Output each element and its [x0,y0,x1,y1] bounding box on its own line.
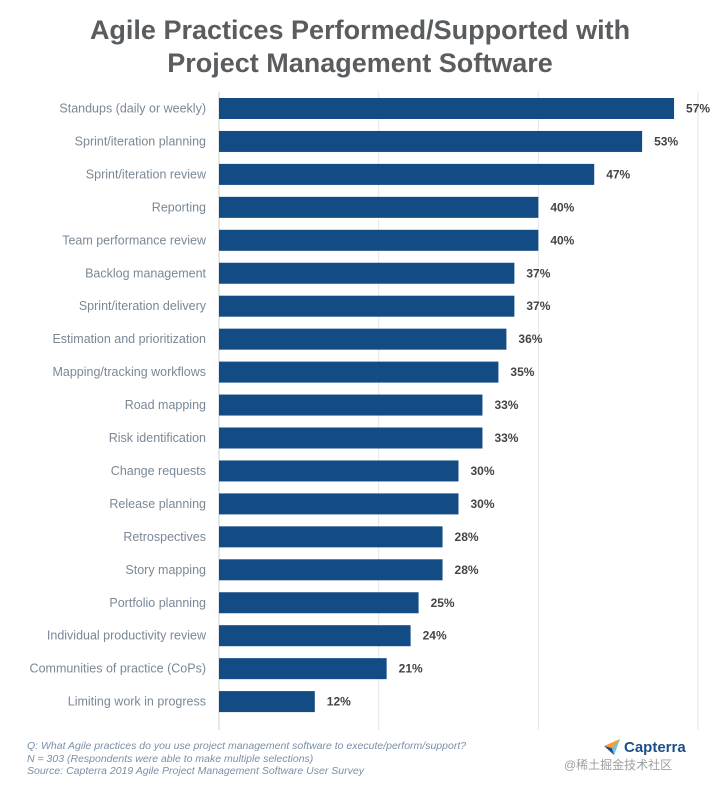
data-label: 24% [423,629,447,643]
bar [219,229,539,251]
category-label: Backlog management [85,266,206,280]
data-label: 37% [526,266,550,280]
footer-question: Q: What Agile practices do you use proje… [27,740,467,752]
data-label: 36% [518,332,542,346]
bar [219,427,483,449]
data-label: 30% [471,464,495,478]
bar [219,361,499,383]
data-label: 28% [455,530,479,544]
data-label: 37% [526,299,550,313]
data-label: 40% [550,233,574,247]
bar [219,328,507,350]
bar [219,262,515,284]
watermark: @稀土掘金技术社区 [564,758,673,772]
category-label: Individual productivity review [47,629,207,643]
data-label: 21% [399,662,423,676]
data-label: 25% [431,596,455,610]
bar [219,394,483,416]
chart-title-line-2: Project Management Software [167,48,553,78]
category-label: Estimation and prioritization [52,332,206,346]
category-label: Sprint/iteration delivery [79,299,207,313]
capterra-arrow-icon [604,739,620,755]
chart-title: Agile Practices Performed/Supported with… [0,14,720,80]
category-label: Team performance review [62,233,207,247]
data-label: 57% [686,102,710,116]
category-label: Change requests [111,464,206,478]
footer-source: Source: Capterra 2019 Agile Project Mana… [27,765,364,777]
data-label: 33% [494,398,518,412]
data-label: 28% [455,563,479,577]
bar [219,163,595,185]
capterra-logo: Capterra [603,738,686,756]
category-label: Sprint/iteration review [86,167,207,181]
data-label: 12% [327,695,351,709]
bar [219,460,459,482]
bar [219,130,643,152]
category-label: Sprint/iteration planning [75,134,206,148]
bar [219,98,675,119]
bar [219,625,411,647]
category-label: Story mapping [125,563,206,577]
category-label: Mapping/tracking workflows [52,365,206,379]
data-label: 47% [606,167,630,181]
data-label: 40% [550,200,574,214]
bar [219,295,515,317]
category-label: Risk identification [109,431,206,445]
category-label: Release planning [109,497,206,511]
category-label: Reporting [152,200,206,214]
data-label: 53% [654,134,678,148]
category-label: Standups (daily or weekly) [59,102,206,116]
data-label: 30% [471,497,495,511]
data-label: 33% [494,431,518,445]
category-label: Road mapping [125,398,206,412]
bar [219,559,443,581]
category-label: Portfolio planning [109,596,206,610]
data-label: 35% [510,365,534,379]
bar [219,526,443,548]
bar [219,691,315,713]
bar [219,493,459,515]
category-label: Limiting work in progress [68,695,206,709]
bar [219,658,387,680]
chart-footer: Q: What Agile practices do you use proje… [27,740,466,778]
bar [219,196,539,218]
category-label: Communities of practice (CoPs) [30,662,206,676]
category-label: Retrospectives [123,530,206,544]
footer-sample-size: N = 303 (Respondents were able to make m… [27,752,314,765]
chart-title-line-1: Agile Practices Performed/Supported with [89,15,631,45]
capterra-logo-text: Capterra [624,738,686,756]
bar [219,592,419,614]
